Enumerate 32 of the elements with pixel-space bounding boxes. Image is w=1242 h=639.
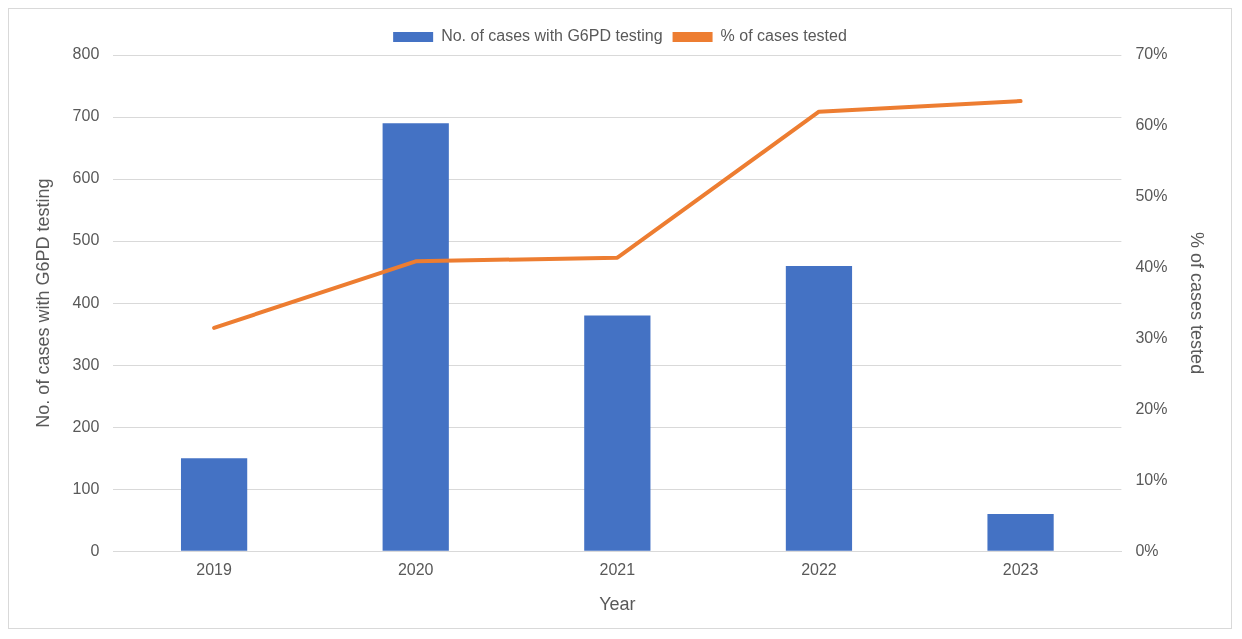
y-tick-label: 500 (72, 231, 100, 249)
bar (180, 458, 248, 551)
y-tick-label: 400 (72, 293, 100, 311)
x-tick-label: 2020 (397, 561, 434, 579)
y-axis-title: No. of cases with G6PD testing (32, 178, 53, 428)
y-tick-label: 100 (72, 479, 100, 497)
legend-label: No. of cases with G6PD testing (441, 27, 663, 45)
bar (987, 513, 1054, 551)
bar (382, 123, 449, 551)
y2-tick-label: 10% (1135, 470, 1168, 488)
bar (584, 315, 651, 551)
x-axis-title: Year (599, 594, 636, 615)
y2-tick-label: 50% (1135, 187, 1168, 205)
x-tick-label: 2019 (196, 561, 232, 579)
y2-tick-label: 20% (1135, 399, 1168, 417)
y-tick-label: 800 (72, 45, 100, 63)
y2-tick-label: 40% (1135, 258, 1168, 276)
y-tick-label: 200 (72, 417, 100, 435)
y2-tick-label: 70% (1135, 45, 1168, 63)
legend-label: % of cases tested (720, 27, 847, 45)
x-tick-label: 2021 (599, 561, 636, 579)
y2-axis-title: % of cases tested (1187, 232, 1208, 375)
y-tick-label: 700 (72, 107, 100, 125)
y-tick-label: 600 (72, 169, 100, 187)
y2-tick-label: 60% (1135, 116, 1168, 134)
y-tick-label: 0 (90, 541, 100, 559)
y2-tick-label: 30% (1135, 328, 1168, 346)
x-tick-label: 2022 (801, 561, 837, 579)
x-tick-label: 2023 (1002, 561, 1039, 579)
y-tick-label: 300 (72, 355, 100, 373)
bar (785, 265, 853, 551)
y2-tick-label: 0% (1135, 541, 1159, 559)
